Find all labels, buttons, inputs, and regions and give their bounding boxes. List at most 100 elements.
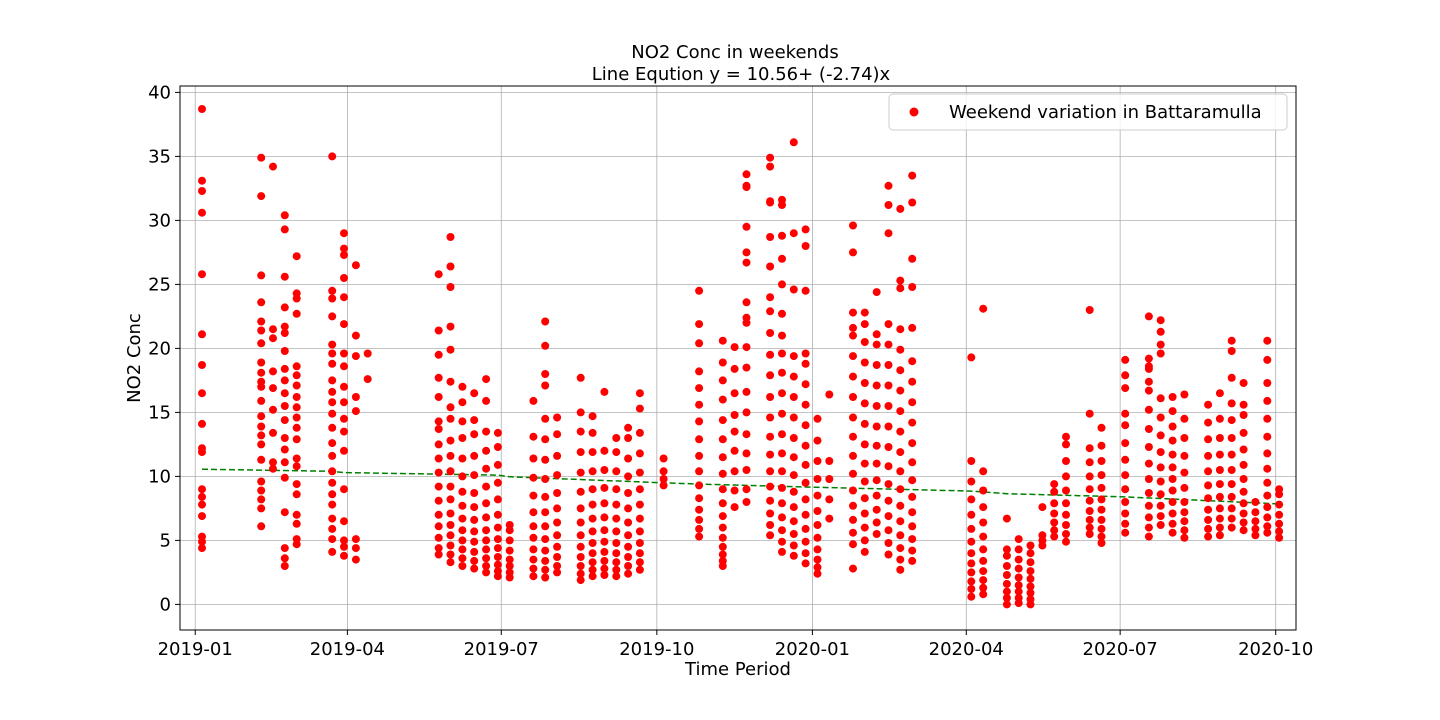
data-point bbox=[718, 556, 727, 565]
data-point bbox=[801, 510, 810, 519]
data-point bbox=[1263, 414, 1272, 423]
data-point bbox=[470, 537, 479, 546]
data-point bbox=[588, 527, 597, 536]
data-point bbox=[1227, 480, 1236, 489]
data-point bbox=[292, 371, 301, 380]
data-point bbox=[446, 283, 455, 291]
data-point bbox=[576, 408, 585, 417]
data-point bbox=[801, 359, 810, 368]
data-point bbox=[908, 254, 917, 263]
data-point bbox=[292, 413, 301, 422]
data-point bbox=[576, 427, 585, 436]
data-point bbox=[884, 229, 893, 238]
data-point bbox=[778, 368, 786, 377]
data-point bbox=[434, 533, 443, 542]
data-point bbox=[813, 521, 822, 529]
data-point bbox=[1014, 587, 1023, 596]
data-point bbox=[458, 526, 467, 535]
data-point bbox=[742, 449, 751, 458]
y-tick-label: 30 bbox=[148, 210, 171, 231]
data-point bbox=[730, 503, 739, 512]
data-point bbox=[280, 322, 289, 331]
data-point bbox=[553, 518, 562, 527]
data-point bbox=[434, 373, 443, 382]
x-tick-label: 2020-01 bbox=[775, 639, 850, 660]
data-point bbox=[1227, 336, 1236, 345]
data-point bbox=[1121, 498, 1130, 506]
data-point bbox=[612, 549, 621, 558]
data-point bbox=[482, 427, 491, 436]
data-point bbox=[1014, 555, 1023, 564]
data-point bbox=[1215, 450, 1224, 459]
data-point bbox=[1085, 444, 1094, 453]
data-point bbox=[1085, 409, 1094, 418]
data-point bbox=[493, 460, 502, 469]
data-point bbox=[470, 515, 479, 524]
data-point bbox=[257, 192, 266, 201]
data-point bbox=[1215, 523, 1224, 532]
data-point bbox=[1251, 508, 1260, 517]
data-point bbox=[340, 349, 348, 358]
data-point bbox=[1156, 512, 1165, 521]
data-point bbox=[766, 197, 775, 206]
data-point bbox=[1026, 582, 1035, 591]
data-point bbox=[1227, 504, 1236, 513]
data-point bbox=[624, 542, 633, 551]
data-point bbox=[1215, 466, 1224, 474]
data-point bbox=[553, 562, 562, 570]
data-point bbox=[801, 242, 810, 250]
data-point bbox=[482, 499, 491, 508]
data-point bbox=[967, 577, 976, 586]
data-point bbox=[576, 504, 585, 513]
data-point bbox=[600, 537, 609, 546]
data-point bbox=[778, 467, 786, 476]
x-tick-label: 2020-04 bbox=[929, 639, 1004, 660]
data-point bbox=[1168, 475, 1177, 483]
data-point bbox=[1263, 396, 1272, 405]
data-point bbox=[849, 501, 857, 510]
data-point bbox=[1168, 463, 1177, 472]
x-axis-label: Time Period bbox=[684, 659, 791, 680]
data-point bbox=[280, 562, 289, 570]
data-point bbox=[1026, 558, 1035, 567]
data-point bbox=[967, 495, 976, 504]
data-point bbox=[624, 518, 633, 527]
y-axis-ticks: 0 5 10 15 20 25 30 35 40 bbox=[148, 82, 180, 615]
data-point bbox=[434, 468, 443, 477]
data-point bbox=[1180, 533, 1189, 542]
data-point bbox=[742, 313, 751, 322]
data-point bbox=[766, 293, 775, 302]
data-point bbox=[1168, 436, 1177, 445]
data-point bbox=[860, 536, 869, 545]
data-point bbox=[884, 402, 893, 410]
data-point bbox=[257, 522, 266, 531]
data-point bbox=[742, 466, 751, 474]
data-point bbox=[446, 322, 455, 331]
data-point bbox=[292, 454, 301, 463]
data-point bbox=[635, 468, 644, 477]
data-point bbox=[458, 554, 467, 563]
data-point bbox=[766, 509, 775, 518]
data-point bbox=[1085, 507, 1094, 515]
data-point bbox=[340, 229, 348, 238]
data-point bbox=[269, 428, 277, 437]
data-point bbox=[778, 309, 786, 318]
data-point bbox=[1121, 409, 1130, 418]
data-point bbox=[884, 539, 893, 547]
data-point bbox=[198, 500, 206, 509]
data-point bbox=[789, 530, 798, 538]
data-point bbox=[328, 152, 337, 161]
data-point bbox=[612, 448, 621, 457]
data-point bbox=[257, 317, 266, 326]
data-point bbox=[482, 562, 491, 570]
data-point bbox=[269, 367, 277, 376]
data-point bbox=[884, 201, 893, 209]
data-point bbox=[635, 500, 644, 509]
data-point bbox=[659, 467, 668, 476]
data-point bbox=[482, 396, 491, 405]
data-point bbox=[1239, 428, 1248, 437]
data-point bbox=[351, 331, 360, 340]
data-point bbox=[482, 554, 491, 563]
data-point bbox=[1275, 533, 1284, 542]
data-point bbox=[576, 553, 585, 561]
